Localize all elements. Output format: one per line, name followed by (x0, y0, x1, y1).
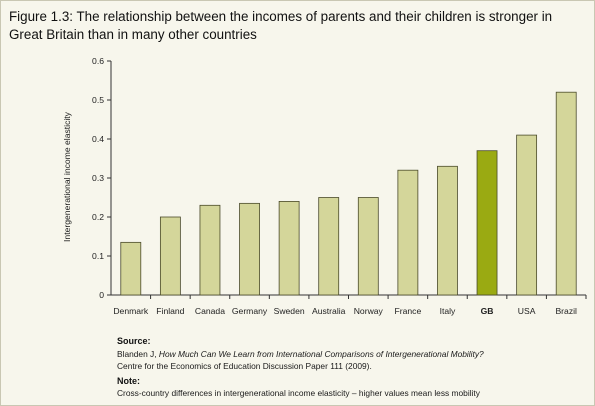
source-heading: Source: (117, 336, 151, 346)
x-tick-label: USA (518, 306, 536, 316)
source-paper-title: How Much Can We Learn from International… (158, 349, 484, 359)
bar-gb (476, 150, 498, 296)
y-tick-label: 0.5 (92, 95, 104, 105)
bar-sweden (278, 200, 300, 296)
note-heading: Note: (117, 376, 140, 386)
x-tick-label: Norway (354, 306, 384, 316)
bar-canada (199, 204, 221, 296)
x-tick-label: Canada (195, 306, 225, 316)
y-tick-label: 0.3 (92, 173, 104, 183)
x-tick-label: Sweden (274, 306, 305, 316)
bar-usa (516, 134, 538, 296)
y-tick-label: 0.1 (92, 251, 104, 261)
source-author: Blanden J, (117, 349, 157, 359)
bar-australia (318, 197, 340, 296)
y-tick-label: 0 (99, 290, 104, 300)
bar-norway (357, 197, 379, 296)
y-tick-label: 0.4 (92, 134, 104, 144)
bar-chart: 0 0.1 0.2 0.3 0.4 0.5 0.6 Denmark Finland Canada G… (92, 56, 587, 316)
x-tick-label: France (395, 306, 422, 316)
source-publisher: Centre for the Economics of Education Di… (117, 361, 372, 371)
bar-denmark (120, 241, 142, 296)
x-tick-label: GB (481, 306, 494, 316)
bar-finland (159, 216, 181, 296)
x-tick-label: Germany (232, 306, 268, 316)
bar-france (397, 169, 419, 296)
y-tick-label: 0.6 (92, 56, 104, 66)
x-tick-label: Brazil (555, 306, 577, 316)
source-citation: Blanden J, How Much Can We Learn from In… (117, 349, 484, 359)
figure-title: Figure 1.3: The relationship between the… (9, 9, 553, 42)
y-tick-label: 0.2 (92, 212, 104, 222)
note-text: Cross-country differences in intergenera… (117, 388, 480, 398)
x-tick-label: Denmark (113, 306, 149, 316)
x-tick-label: Finland (156, 306, 184, 316)
bar-italy (437, 165, 458, 296)
bar-brazil (555, 91, 577, 296)
x-tick-label: Australia (312, 306, 346, 316)
x-tick-label: Italy (440, 306, 456, 316)
bar-germany (239, 202, 260, 296)
